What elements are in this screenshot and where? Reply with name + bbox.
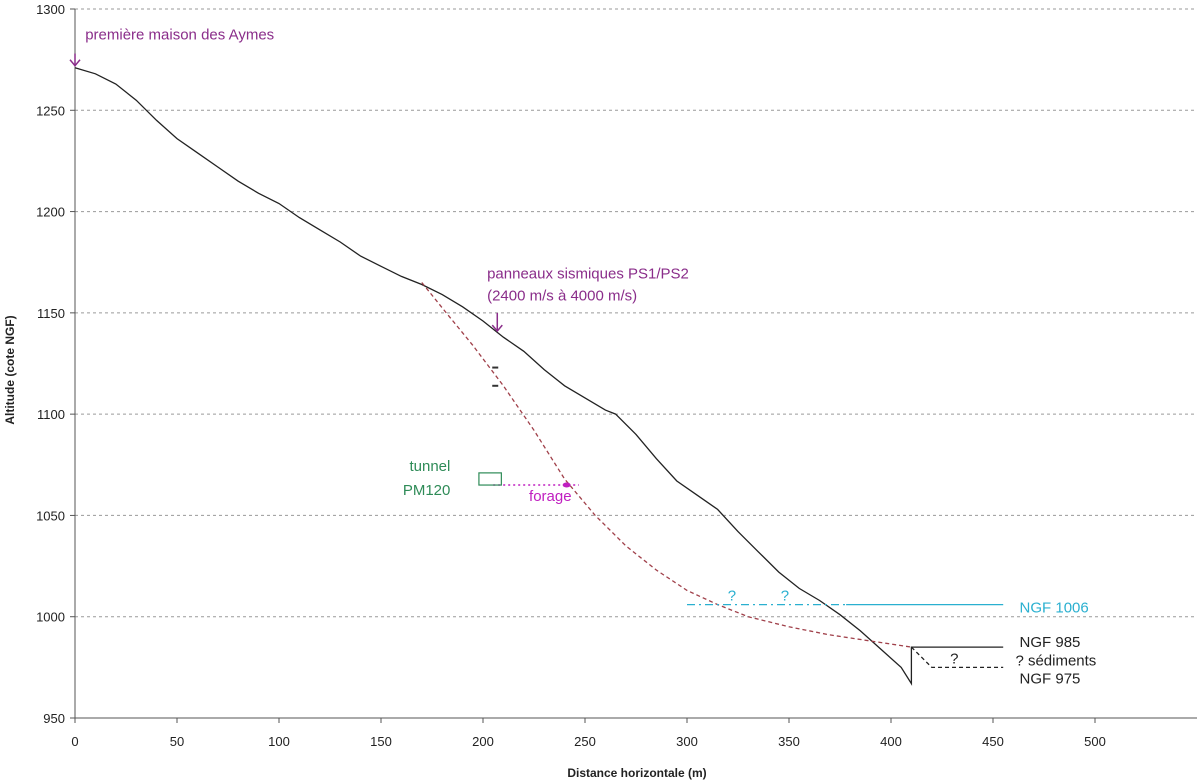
x-tick-label-300: 300 — [676, 734, 698, 749]
x-tick-label-400: 400 — [880, 734, 902, 749]
annotation-forage: forage — [529, 488, 572, 505]
annotation-q2: ? — [781, 588, 789, 605]
x-tick-label-250: 250 — [574, 734, 596, 749]
y-tick-label-950: 950 — [43, 711, 65, 726]
forage-end-marker — [562, 482, 571, 488]
x-axis-title: Distance horizontale (m) — [567, 766, 706, 780]
y-tick-label-1050: 1050 — [36, 508, 65, 523]
y-tick-label-1300: 1300 — [36, 2, 65, 17]
x-tick-label-200: 200 — [472, 734, 494, 749]
annotations: première maison des Aymes panneaux sismiq… — [85, 26, 1096, 687]
y-axis-title: Altitude (cote NGF) — [3, 315, 17, 424]
x-tick-label-100: 100 — [268, 734, 290, 749]
axes — [70, 8, 1197, 723]
markers — [69, 53, 571, 488]
x-tick-label-350: 350 — [778, 734, 800, 749]
annotation-tunnel2: PM120 — [403, 482, 451, 499]
y-tick-label-1200: 1200 — [36, 205, 65, 220]
annotation-maison: première maison des Aymes — [85, 26, 274, 43]
annotation-panneaux2: (2400 m/s à 4000 m/s) — [487, 288, 637, 305]
annotation-tunnel1: tunnel — [409, 458, 450, 475]
series-line-0 — [74, 67, 1004, 686]
tick-labels: 950 1000 1050 1100 1150 1200 1250 1300 0 50 100 150… — [36, 2, 1106, 749]
y-tick-label-1100: 1100 — [37, 407, 65, 422]
y-tick-label-1250: 1250 — [36, 103, 65, 118]
tunnel-box — [478, 472, 502, 486]
series-lines — [74, 67, 1004, 686]
annotation-sediments: ? sédiments — [1015, 652, 1096, 669]
grid-lines — [75, 8, 1197, 618]
series-line-1 — [421, 282, 912, 648]
y-tick-label-1150: 1150 — [37, 306, 65, 321]
maison-arrow-head — [69, 59, 81, 67]
x-tick-label-450: 450 — [982, 734, 1004, 749]
y-tick-label-1000: 1000 — [36, 610, 65, 625]
annotation-panneaux1: panneaux sismiques PS1/PS2 — [487, 265, 689, 282]
annotation-ngf985: NGF 985 — [1020, 634, 1081, 651]
annotation-q1: ? — [728, 588, 736, 605]
annotation-q3: ? — [950, 650, 958, 667]
annotation-ngf1006: NGF 1006 — [1020, 600, 1089, 617]
panneaux-arrow-head — [491, 324, 503, 333]
x-tick-label-50: 50 — [170, 734, 184, 749]
series-line-2 — [910, 646, 1004, 669]
x-tick-label-500: 500 — [1084, 734, 1106, 749]
x-tick-label-0: 0 — [71, 734, 78, 749]
annotation-ngf975: NGF 975 — [1020, 671, 1081, 688]
x-tick-label-150: 150 — [370, 734, 392, 749]
